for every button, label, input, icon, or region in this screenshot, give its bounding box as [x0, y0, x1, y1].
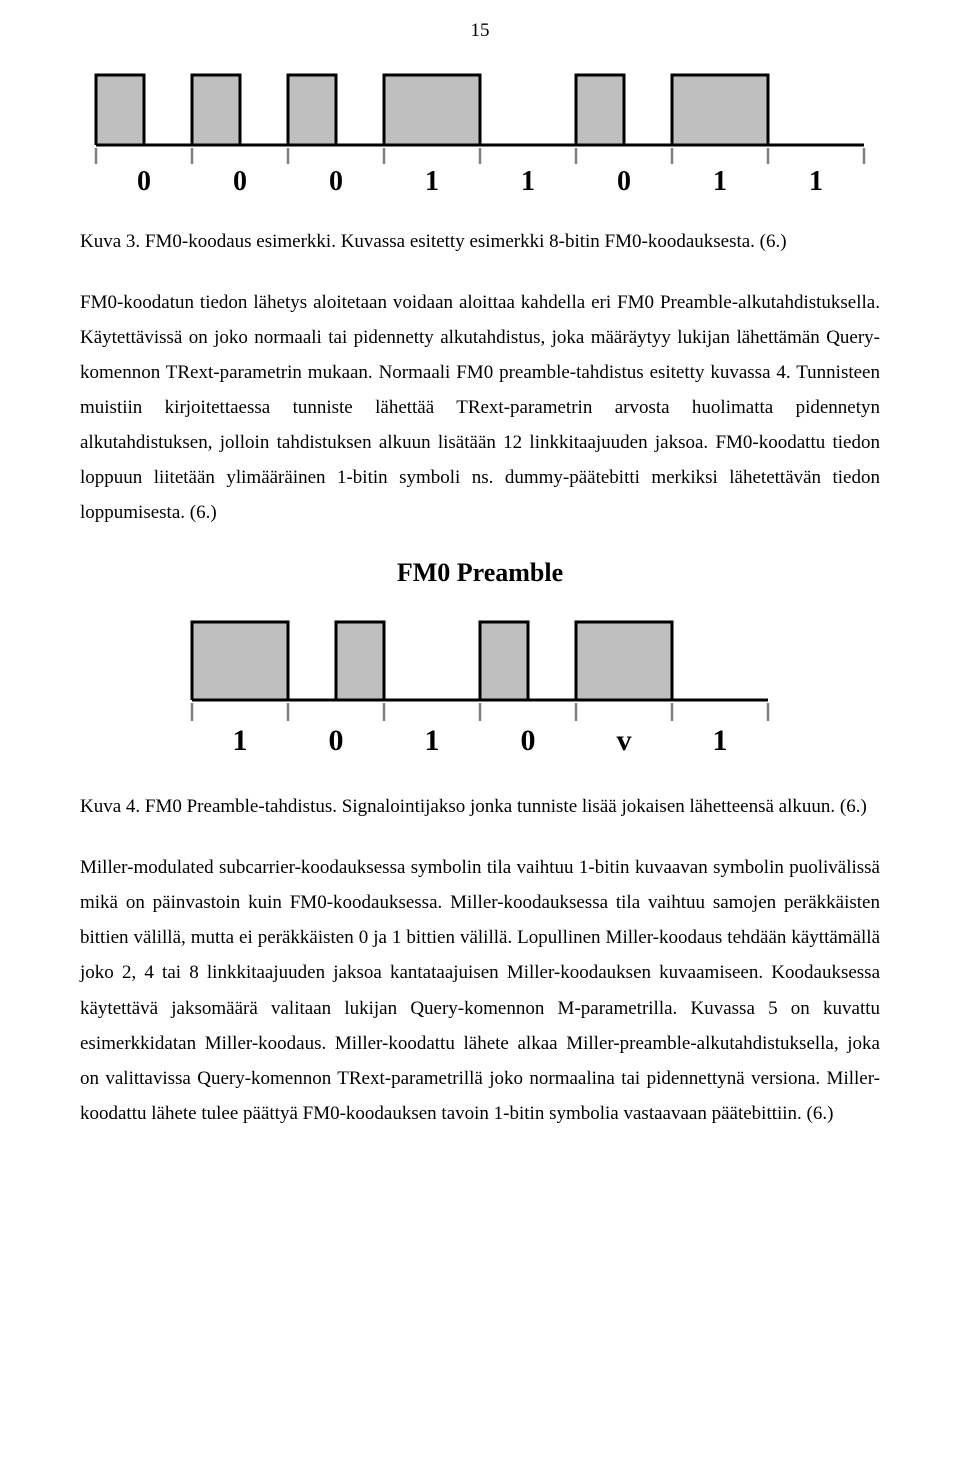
- figure-1-caption: Kuva 3. FM0-koodaus esimerkki. Kuvassa e…: [80, 228, 880, 257]
- svg-text:0: 0: [329, 724, 344, 757]
- fm0-preamble-waveform-svg: 1 0 1 0 v 1: [170, 600, 790, 765]
- svg-text:1: 1: [425, 724, 440, 757]
- paragraph-1: FM0-koodatun tiedon lähetys aloitetaan v…: [80, 285, 880, 531]
- fm0-waveform-svg: 0 0 0 1 1 0 1 1: [80, 50, 880, 200]
- svg-text:v: v: [617, 724, 632, 757]
- figure-2-caption: Kuva 4. FM0 Preamble-tahdistus. Signaloi…: [80, 793, 880, 822]
- svg-text:1: 1: [809, 166, 823, 197]
- figure-2-fm0-preamble: 1 0 1 0 v 1: [170, 600, 790, 765]
- svg-text:1: 1: [713, 724, 728, 757]
- svg-text:0: 0: [137, 166, 151, 197]
- svg-text:0: 0: [233, 166, 247, 197]
- svg-text:0: 0: [521, 724, 536, 757]
- figure-1-fm0-encoding: 0 0 0 1 1 0 1 1: [80, 50, 880, 200]
- svg-text:1: 1: [713, 166, 727, 197]
- figure-2-title: FM0 Preamble: [80, 558, 880, 588]
- svg-text:1: 1: [425, 166, 439, 197]
- svg-text:1: 1: [521, 166, 535, 197]
- svg-text:1: 1: [233, 724, 248, 757]
- page-number: 15: [80, 20, 880, 42]
- paragraph-2: Miller-modulated subcarrier-koodauksessa…: [80, 850, 880, 1131]
- svg-text:0: 0: [617, 166, 631, 197]
- svg-text:0: 0: [329, 166, 343, 197]
